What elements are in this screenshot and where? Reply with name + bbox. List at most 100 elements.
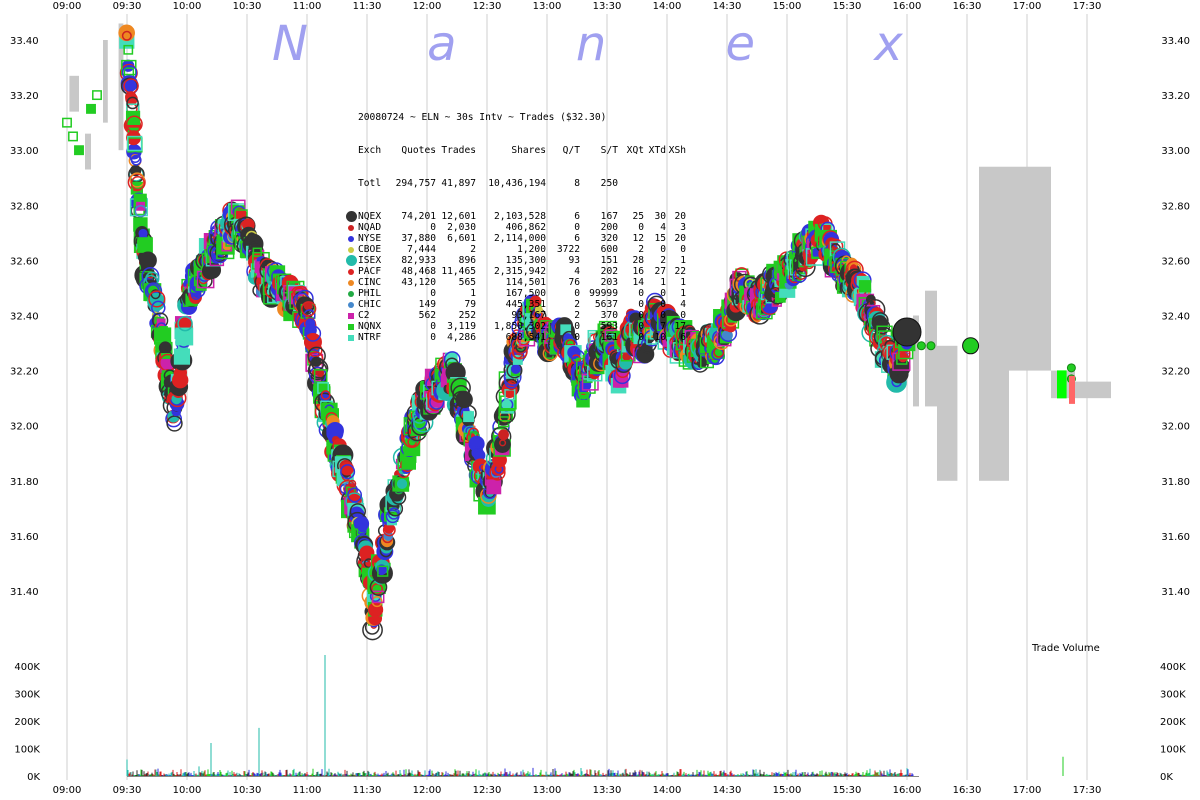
- trade-marker-nyse: [387, 507, 401, 520]
- exchange-cell-xqt: 25: [632, 211, 644, 222]
- price-tick-label-left: 32.40: [10, 312, 39, 323]
- exchange-symbol-icon: [344, 224, 358, 231]
- trade-marker-nqnx: [154, 327, 172, 345]
- trade-marker-nqnx: [858, 280, 872, 293]
- trade-marker-nyse: [376, 564, 387, 576]
- exchange-cell-xsh: 6: [680, 332, 686, 343]
- trade-marker-nqex: [166, 415, 183, 432]
- trade-marker-nqnx: [313, 369, 328, 383]
- price-tick-label-left: 33.00: [10, 146, 39, 157]
- exchange-cell-shares: 93,167: [511, 310, 546, 321]
- trade-marker-nyse: [510, 364, 521, 374]
- trade-marker-nqad: [713, 346, 725, 358]
- exchange-cell-exch: NQEX: [358, 211, 382, 222]
- trade-marker-nqnx: [137, 237, 153, 253]
- price-tick-label-right: 32.40: [1161, 312, 1190, 323]
- price-tick-label-left: 31.60: [10, 532, 39, 543]
- exchange-symbol-icon: [344, 255, 358, 266]
- x-tick-label-top: 12:30: [473, 1, 502, 12]
- exchange-row: NYSE 37,880 6,601 2,114,000 6 320 12 15 20: [344, 233, 686, 244]
- trade-marker-nqex: [307, 346, 326, 366]
- x-tick-label-bottom: 17:00: [1013, 785, 1042, 796]
- exchange-cell-trades: 79: [464, 299, 476, 310]
- trade-marker-nqex: [126, 96, 139, 110]
- total-qt: 8: [574, 178, 580, 189]
- exchange-cell-qt: 0: [574, 288, 580, 299]
- volume-tick-label-left: 0K: [27, 772, 40, 783]
- exchange-cell-shares: 1,200: [517, 244, 546, 255]
- exchange-cell-shares: 688,541: [505, 332, 546, 343]
- price-tick-label-left: 31.40: [10, 587, 39, 598]
- exchange-cell-exch: CHIC: [358, 299, 382, 310]
- trade-marker-nyse: [347, 487, 363, 503]
- total-trades: 41,897: [441, 178, 476, 189]
- exchange-cell-xsh: 4: [680, 299, 686, 310]
- total-quotes: 294,757: [395, 178, 436, 189]
- trade-marker-pacf: [371, 583, 383, 595]
- after-hours-trade: [1066, 363, 1076, 373]
- exchange-cell-shares: 167,500: [505, 288, 546, 299]
- exchange-cell-xsh: 3: [680, 222, 686, 233]
- price-tick-label-left: 32.60: [10, 256, 39, 267]
- exchange-cell-xtd: 0: [660, 310, 666, 321]
- trade-marker-nqad: [499, 439, 507, 447]
- after-hours-big-trade: [892, 317, 922, 347]
- exchange-cell-st: 202: [600, 266, 618, 277]
- x-tick-label-bottom: 17:30: [1073, 785, 1102, 796]
- volume-tick-label-left: 300K: [14, 690, 40, 701]
- volume-tick-label-left: 200K: [14, 717, 40, 728]
- price-tick-label-left: 32.80: [10, 201, 39, 212]
- trade-marker-nqnx: [497, 416, 510, 428]
- trade-marker-nqad: [498, 429, 509, 441]
- stats-header-row: Exch Quotes Trades Shares Q/T S/T XQt XT…: [344, 145, 686, 156]
- price-tick-label-right: 31.80: [1161, 477, 1190, 488]
- exchange-row: PHIL 0 1 167,500 0 99999 0 0 1: [344, 288, 686, 299]
- exchange-cell-trades: 896: [458, 255, 476, 266]
- exchange-cell-qt: 2: [574, 299, 580, 310]
- exchange-cell-xsh: 22: [674, 266, 686, 277]
- trade-marker-pacf: [308, 343, 323, 358]
- exchange-cell-xsh: 20: [674, 233, 686, 244]
- x-tick-label-bottom: 11:30: [353, 785, 382, 796]
- exchange-cell-qt: 93: [568, 255, 580, 266]
- exchange-cell-exch: PACF: [358, 266, 382, 277]
- volume-tick-label-left: 400K: [14, 662, 40, 673]
- x-tick-label-top: 10:00: [173, 1, 202, 12]
- trade-marker-pacf: [725, 321, 737, 333]
- exchange-rows: NQEX 74,201 12,601 2,103,528 6 167 25 30 20 NQAD 0…: [344, 211, 686, 343]
- exchange-cell-xsh: 1: [680, 277, 686, 288]
- total-exch: Totl: [358, 178, 382, 189]
- exchange-cell-exch: NQAD: [358, 222, 382, 233]
- exchange-cell-xqt: 2: [638, 244, 644, 255]
- volume-bars: [126, 655, 1064, 777]
- trade-marker-nqnx: [401, 455, 416, 470]
- price-tick-label-right: 32.60: [1161, 256, 1190, 267]
- trade-marker-pacf: [130, 175, 145, 191]
- exchange-cell-xqt: 0: [638, 332, 644, 343]
- price-tick-label-left: 33.40: [10, 36, 39, 47]
- stats-total-row: Totl 294,757 41,897 10,436,194 8 250: [344, 178, 686, 189]
- exchange-cell-xtd: 4: [660, 222, 666, 233]
- after-hours-big-trade: [962, 337, 980, 355]
- exchange-cell-exch: PHIL: [358, 288, 382, 299]
- exchange-cell-st: 200: [600, 222, 618, 233]
- trade-marker-nyse: [130, 154, 142, 166]
- x-tick-label-bottom: 10:30: [233, 785, 262, 796]
- axis-labels: 09:00 09:00 09:30 09:30 10:00 10:00 10:30 10:30…: [10, 1, 1190, 796]
- trade-marker-nqad: [316, 369, 325, 378]
- trade-marker-nqnx: [121, 59, 137, 76]
- trade-marker-nqnx: [577, 375, 596, 394]
- exchange-cell-xqt: 0: [638, 321, 644, 332]
- trade-marker-cinc: [118, 24, 135, 42]
- exchange-row: PACF 48,468 11,465 2,315,942 4 202 16 27 22: [344, 266, 686, 277]
- x-tick-label-bottom: 10:00: [173, 785, 202, 796]
- quote-range-bar: [69, 75, 79, 112]
- col-xtd: XTd: [648, 145, 666, 156]
- exchange-cell-trades: 1: [470, 288, 476, 299]
- quote-range-bar: [103, 40, 108, 123]
- trade-marker-ntrf: [512, 354, 523, 365]
- trade-marker-nqex: [296, 296, 315, 315]
- exchange-symbol-icon: [344, 246, 358, 253]
- price-tick-label-right: 32.00: [1161, 422, 1190, 433]
- exchange-cell-shares: 406,862: [505, 222, 546, 233]
